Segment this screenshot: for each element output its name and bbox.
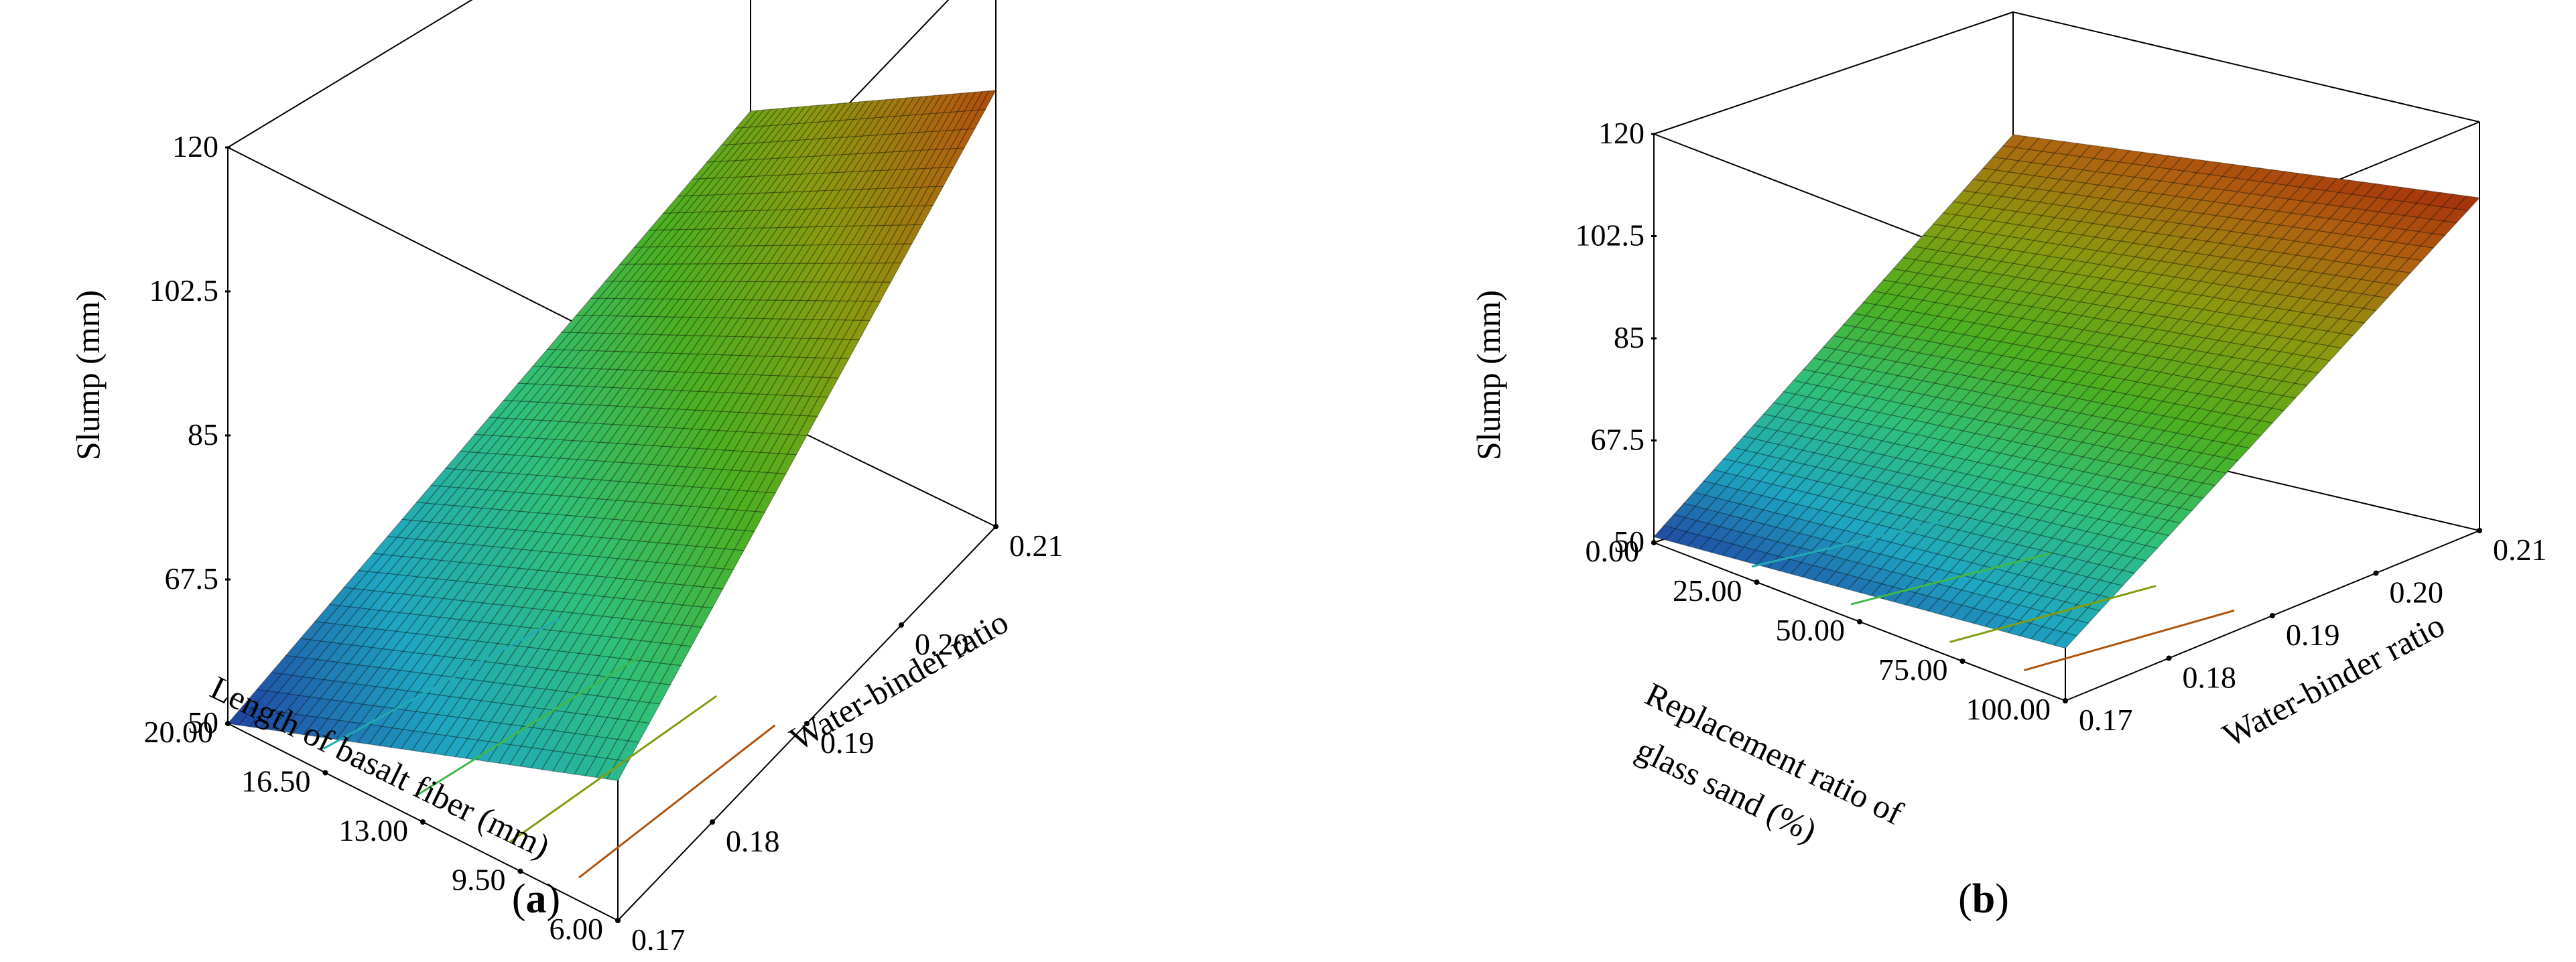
contour-line [415,656,639,797]
y-tick-label: 0.17 [2079,703,2133,737]
contour-line [1751,519,1947,568]
y-tick-label: 0.19 [820,726,875,760]
response-surface [1653,134,2481,649]
y-tick-label: 0.18 [726,824,780,858]
z-tick-label: 50 [1614,525,1645,559]
z-axis-title: Slump (mm) [1470,290,1507,460]
y-tick-mark [615,918,621,923]
contour-line [578,724,776,879]
contour-line [509,695,718,843]
z-tick-label: 85 [1614,320,1645,354]
y-tick-mark [2477,528,2482,533]
x-tick-label: 13.00 [339,813,409,847]
surface-cell [977,90,997,111]
response-surface [227,90,997,781]
x-tick-mark [225,721,231,726]
z-tick-label: 120 [172,129,218,163]
x-tick-label: 20.00 [144,715,214,749]
y-tick-mark [804,721,810,726]
x-tick-mark [322,770,328,776]
contour-line [322,617,562,750]
y-tick-mark [2166,655,2172,661]
frame-edge [1653,11,2014,135]
frame-edge [227,0,473,148]
z-tick-label: 102.5 [1575,218,1645,253]
x-tick-label: 25.00 [1673,573,1742,608]
x-tick-label: 0.00 [1586,534,1640,568]
y-tick-mark [2373,570,2379,576]
y-tick-label: 0.18 [2183,661,2237,695]
x-tick-label: 9.50 [452,863,506,897]
z-tick-label: 67.5 [1591,423,1645,457]
z-tick-label: 67.5 [165,561,219,596]
y-tick-mark [2063,698,2068,703]
floor-contours [322,617,776,879]
frame-edge [227,147,619,345]
panel-label: (b) [1958,876,2009,922]
contour-line [2024,609,2235,672]
x-tick-label: 50.00 [1776,613,1846,647]
y-tick-label: 0.20 [2390,575,2444,610]
y-tick-label: 0.20 [915,627,969,661]
chart-panel-a: 50 67.5 85 102.5 120 20.00 16.50 13.00 9.50 6.00 0… [69,0,1064,957]
y-tick-label: 0.21 [2493,533,2547,567]
x-tick-label: 6.00 [550,912,604,946]
y-tick-label: 0.21 [1009,529,1064,563]
x-tick-mark [1959,659,1966,664]
z-tick-label: 85 [188,417,218,452]
x-tick-label: 75.00 [1878,652,1948,687]
x-tick-mark [1651,540,1657,545]
x-tick-label: 16.50 [241,764,311,799]
floor-contours [1751,519,2235,672]
panel-label: (a) [512,876,560,922]
y-tick-mark [993,524,999,529]
x-tick-mark [1754,579,1760,585]
chart-panel-b: 50 67.5 85 102.5 120 0.00 25.00 50.00 75.00 100.0… [1470,11,2547,922]
y-tick-mark [710,819,715,825]
x-axis-title: Replacement ratio ofglass sand (%) [1616,675,1909,880]
z-tick-label: 102.5 [149,273,219,307]
frame-edge [2012,11,2480,123]
y-tick-mark [2270,613,2275,618]
x-tick-mark [420,819,426,825]
x-tick-label: 100.00 [1966,692,2051,726]
x-tick-mark [1857,619,1862,624]
contour-line [1949,585,2156,643]
z-tick-label: 50 [188,705,218,740]
z-axis-title: Slump (mm) [69,290,107,460]
x-tick-mark [517,868,523,874]
y-tick-mark [899,622,904,628]
y-tick-label: 0.19 [2286,618,2340,652]
contour-line [1850,552,2052,606]
surface-cell [2454,196,2481,211]
y-tick-label: 0.17 [631,922,686,957]
z-tick-label: 120 [1598,116,1645,150]
